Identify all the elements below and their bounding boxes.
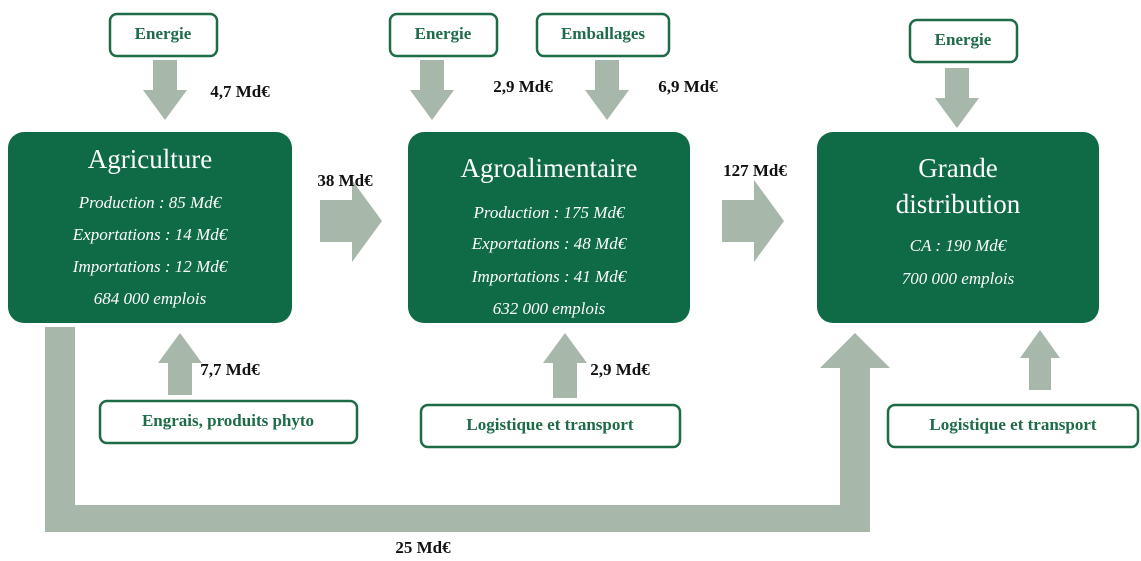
node-box bbox=[408, 132, 690, 323]
flow-label: 2,9 Md€ bbox=[590, 360, 650, 379]
input-box bbox=[886, 403, 1140, 449]
arrow bbox=[1020, 330, 1060, 390]
node-detail: CA : 190 Md€ bbox=[910, 236, 1008, 255]
arrow bbox=[935, 68, 979, 128]
node-title: Agroalimentaire bbox=[461, 153, 638, 183]
flow-label: 2,9 Md€ bbox=[493, 77, 553, 96]
node-detail: Production : 85 Md€ bbox=[78, 193, 223, 212]
input-box bbox=[419, 403, 682, 449]
input-label: Energie bbox=[135, 24, 192, 43]
flows: 4,7 Md€ 2,9 Md€ 6,9 Md€ 38 Md€ 127 Md€ 7… bbox=[200, 77, 787, 557]
input-box bbox=[108, 12, 219, 58]
node-detail: 632 000 emplois bbox=[493, 299, 606, 318]
flow-label: 25 Md€ bbox=[395, 538, 451, 557]
input-label: Logistique et transport bbox=[929, 415, 1097, 434]
input-label: Energie bbox=[415, 24, 472, 43]
input-label: Energie bbox=[935, 30, 992, 49]
input-box bbox=[535, 12, 671, 58]
input-label: Emballages bbox=[561, 24, 645, 43]
flow-label: 7,7 Md€ bbox=[200, 360, 260, 379]
input-label: Engrais, produits phyto bbox=[142, 411, 314, 430]
arrow bbox=[45, 327, 890, 532]
input-box bbox=[908, 18, 1019, 64]
input-box bbox=[388, 12, 499, 58]
flow-label: 4,7 Md€ bbox=[210, 82, 270, 101]
node-detail: Exportations : 48 Md€ bbox=[471, 234, 628, 253]
node-box bbox=[817, 132, 1099, 323]
node-detail: 700 000 emplois bbox=[902, 269, 1015, 288]
input-box bbox=[98, 399, 359, 445]
node-detail: Importations : 41 Md€ bbox=[471, 267, 628, 286]
arrow bbox=[143, 60, 187, 120]
arrow bbox=[543, 333, 587, 398]
node-title: Agriculture bbox=[88, 144, 212, 174]
arrow bbox=[410, 60, 454, 120]
node-detail: Production : 175 Md€ bbox=[473, 203, 626, 222]
node-detail: 684 000 emplois bbox=[94, 289, 207, 308]
node-title: Grande bbox=[918, 153, 997, 183]
arrow bbox=[158, 333, 202, 395]
flow-label: 127 Md€ bbox=[723, 161, 787, 180]
input-label: Logistique et transport bbox=[466, 415, 634, 434]
arrow bbox=[320, 180, 382, 262]
arrows bbox=[45, 60, 1060, 532]
flow-label: 38 Md€ bbox=[317, 171, 373, 190]
node-detail: Importations : 12 Md€ bbox=[72, 257, 229, 276]
inputs: Energie Energie Emballages Energie Engra… bbox=[98, 12, 1140, 449]
node-box bbox=[8, 132, 292, 323]
node-title: distribution bbox=[896, 189, 1021, 219]
nodes: Agriculture Production : 85 Md€ Exportat… bbox=[8, 132, 1099, 323]
flow-label: 6,9 Md€ bbox=[658, 77, 718, 96]
arrow bbox=[722, 180, 784, 262]
arrow bbox=[585, 60, 629, 120]
node-detail: Exportations : 14 Md€ bbox=[72, 225, 229, 244]
